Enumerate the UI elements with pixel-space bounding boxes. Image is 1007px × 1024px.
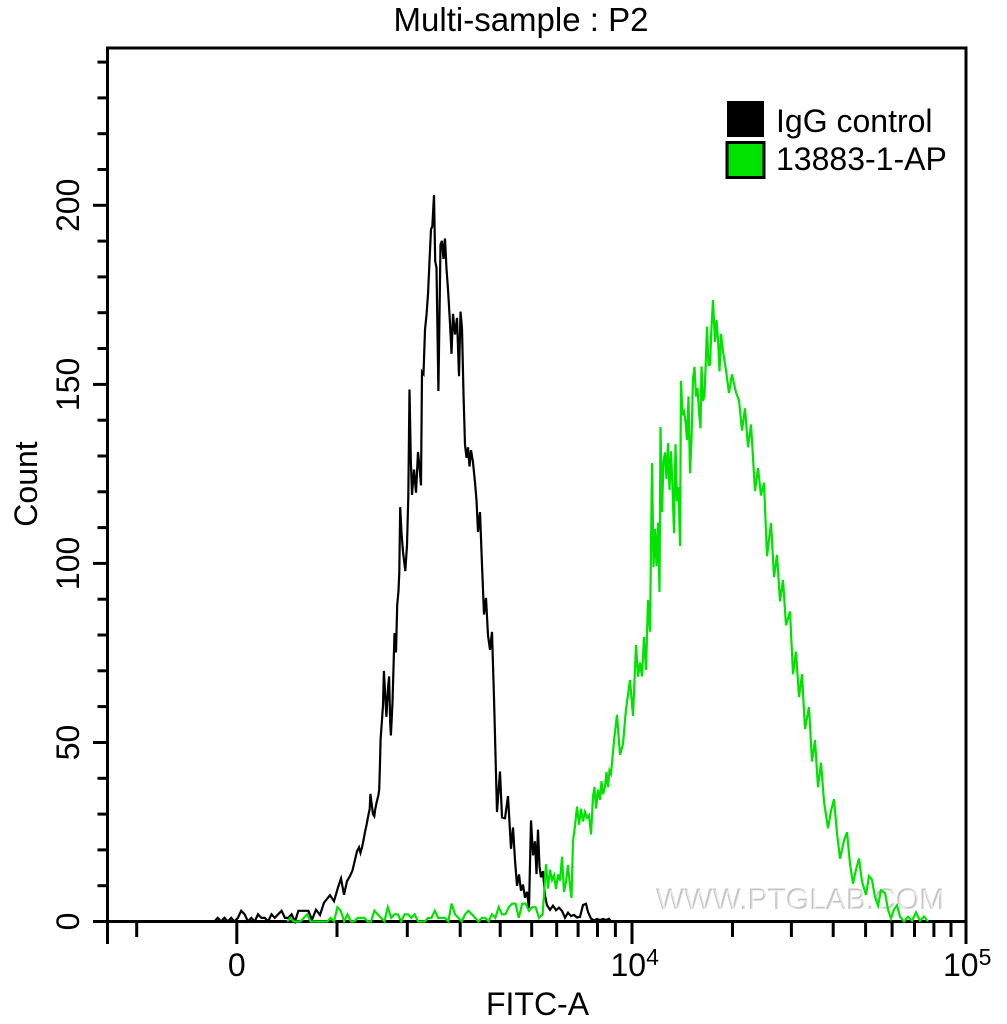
svg-text:WWW.PTGLAB.COM: WWW.PTGLAB.COM — [656, 883, 944, 916]
svg-text:105: 105 — [943, 944, 991, 983]
svg-text:0: 0 — [50, 913, 86, 931]
svg-text:200: 200 — [50, 179, 86, 232]
svg-text:100: 100 — [50, 537, 86, 590]
svg-text:FITC-A: FITC-A — [486, 986, 590, 1022]
svg-text:WWW.PTGLAB.COM: WWW.PTGLAB.COM — [657, 885, 945, 918]
svg-text:Count: Count — [8, 441, 44, 527]
svg-text:Multi-sample : P2: Multi-sample : P2 — [394, 1, 649, 38]
svg-text:0: 0 — [228, 947, 246, 983]
svg-text:13883-1-AP: 13883-1-AP — [776, 141, 947, 177]
svg-text:50: 50 — [50, 725, 86, 761]
svg-text:IgG control: IgG control — [776, 103, 933, 139]
svg-text:150: 150 — [50, 358, 86, 411]
